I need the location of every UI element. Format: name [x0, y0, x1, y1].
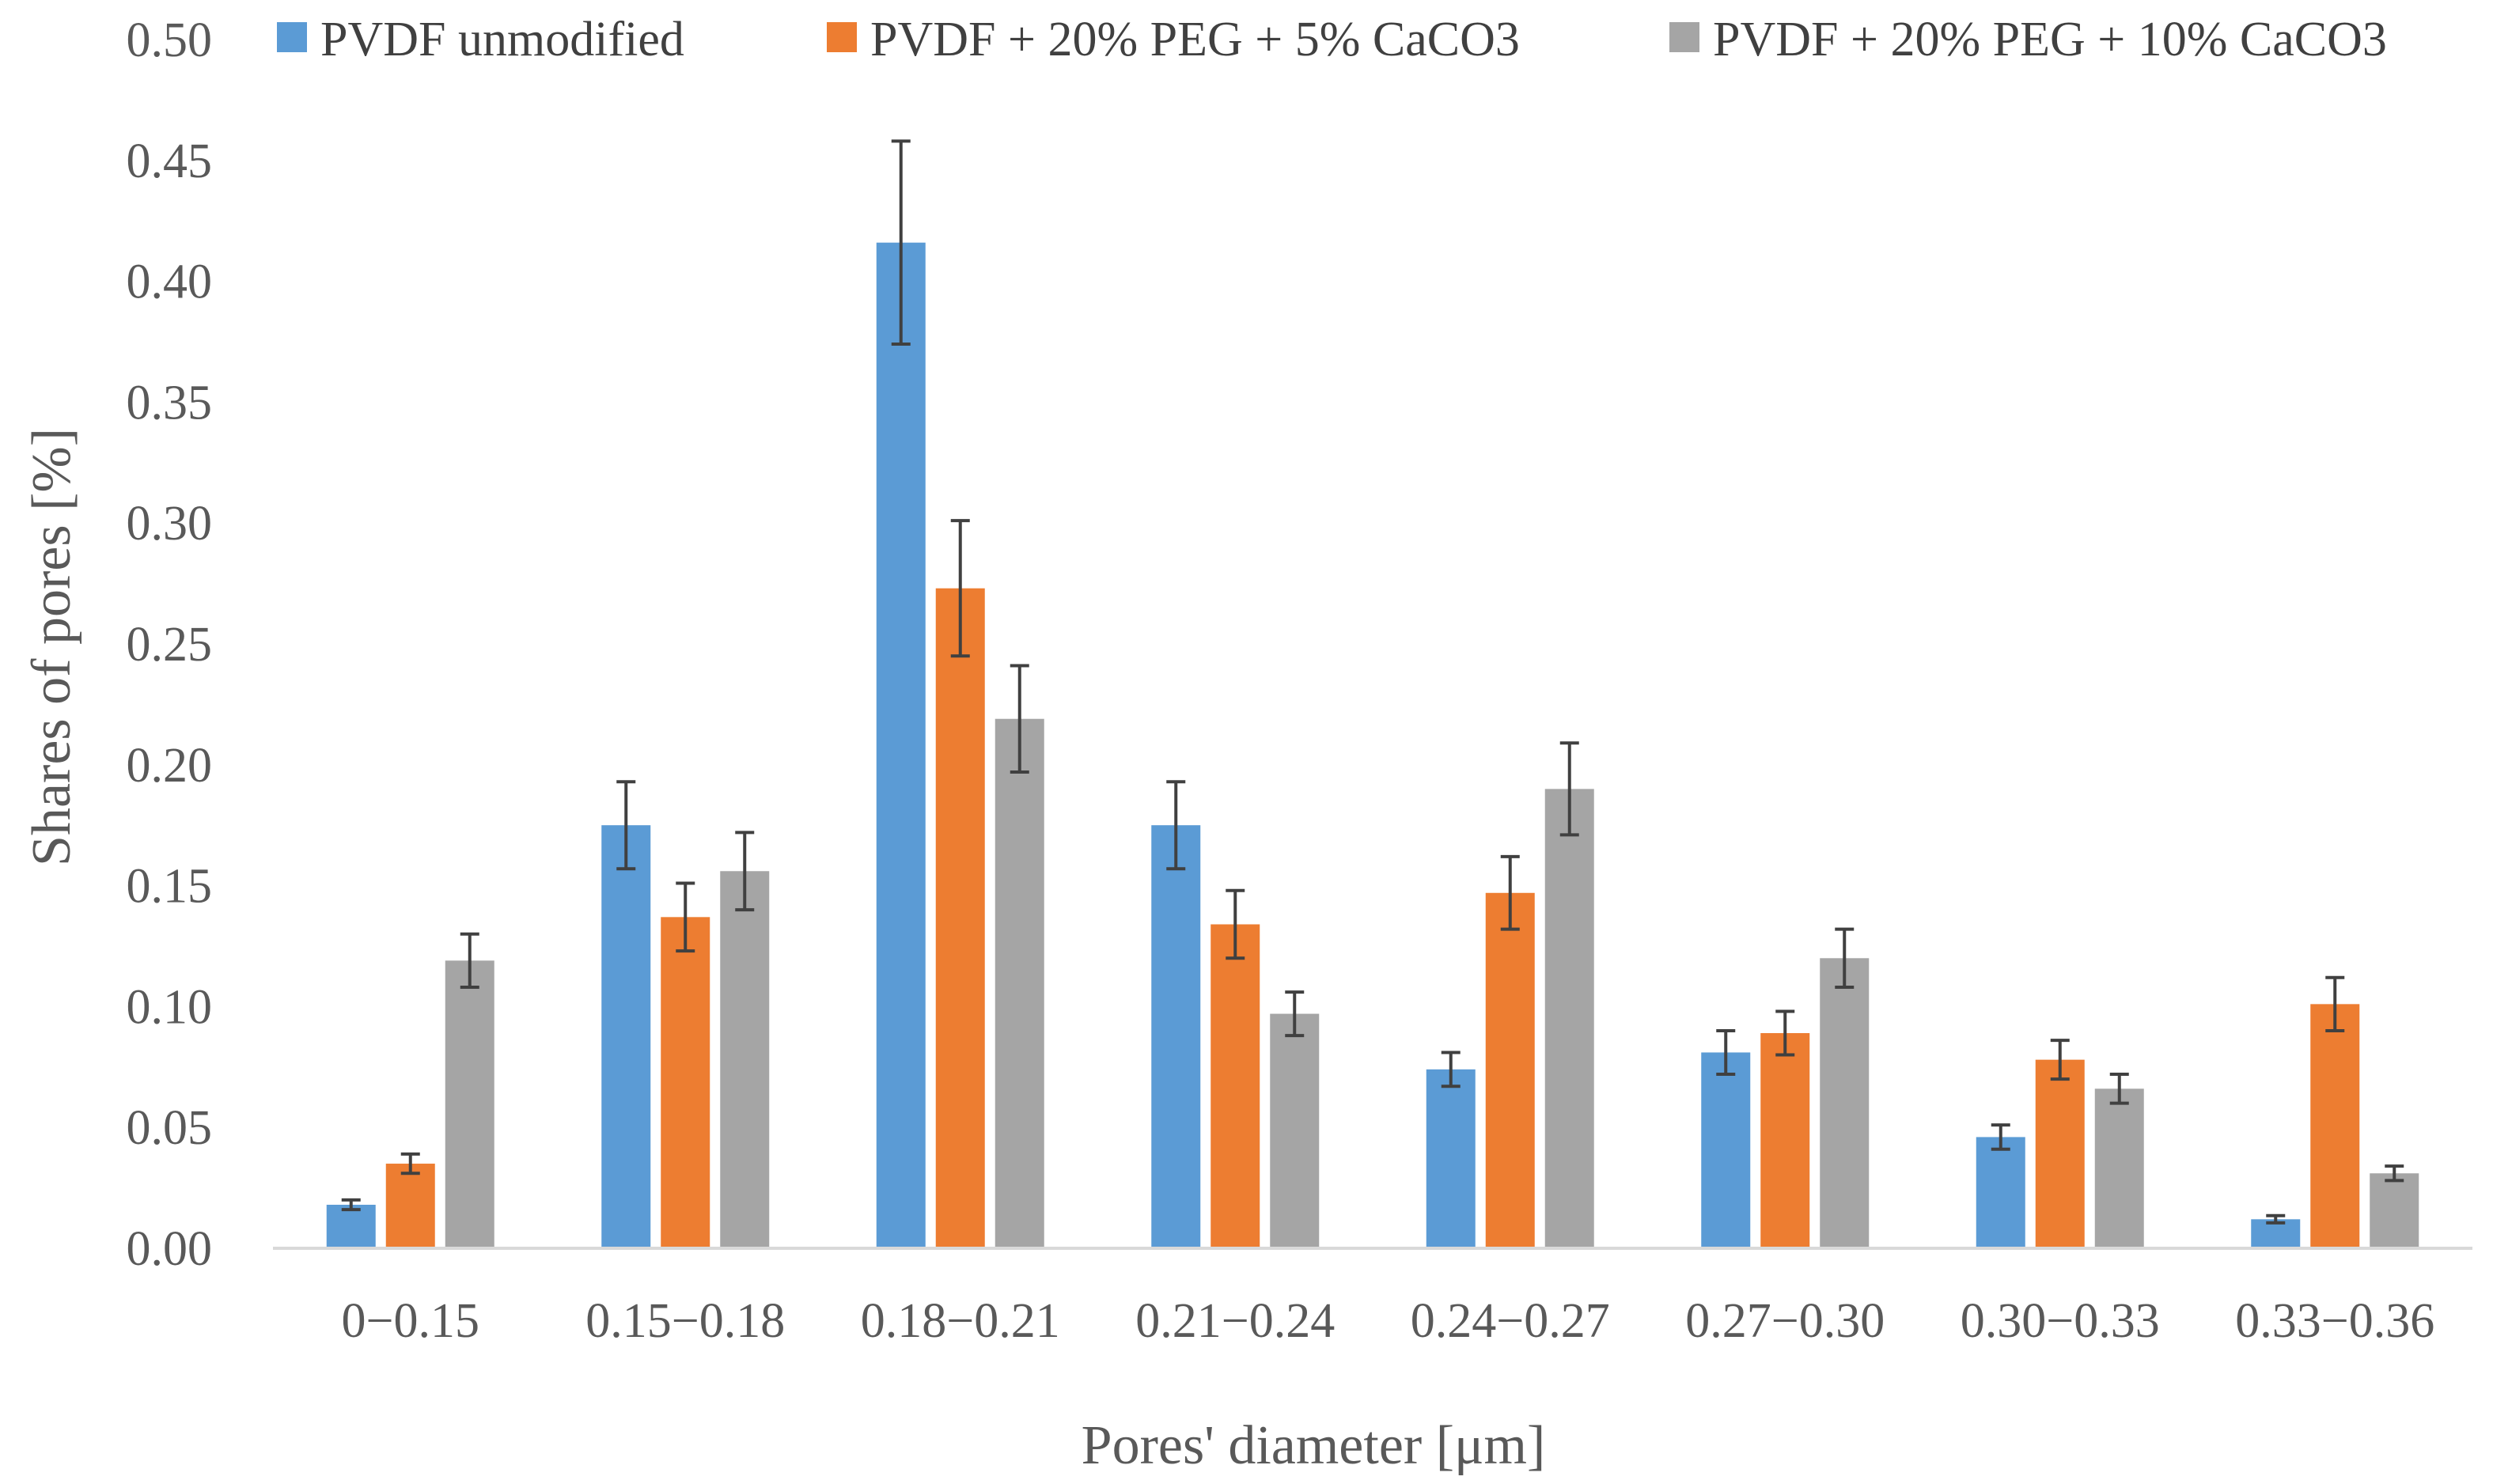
legend-swatch	[827, 22, 857, 52]
bar	[2370, 1173, 2419, 1248]
error-bar	[2266, 1213, 2286, 1225]
bar	[385, 1164, 435, 1248]
x-tick-label: 0.18−0.21	[861, 1294, 1060, 1348]
y-axis-title: Shares of pores [%]	[21, 428, 82, 866]
series-1	[326, 139, 2301, 1249]
error-bar	[2050, 1039, 2070, 1081]
legend-label: PVDF + 20% PEG + 5% CaCO3	[870, 13, 1520, 66]
y-tick-label: 0.50	[127, 13, 213, 67]
error-bar	[950, 519, 970, 658]
y-tick-label: 0.05	[127, 1101, 213, 1155]
error-bar	[1500, 854, 1520, 931]
y-tick-label: 0.15	[127, 860, 213, 914]
x-tick-label: 0−0.15	[342, 1294, 479, 1348]
bar	[1426, 1069, 1476, 1248]
bar	[876, 242, 926, 1249]
legend-item-1: PVDF unmodified	[277, 13, 684, 66]
bar	[1820, 958, 1870, 1248]
error-bar	[400, 1152, 420, 1175]
y-tick-label: 0.40	[127, 256, 213, 309]
bar	[1701, 1052, 1751, 1248]
legend-item-3: PVDF + 20% PEG + 10% CaCO3	[1669, 13, 2387, 66]
bar	[1485, 892, 1535, 1248]
bars-area	[326, 139, 2419, 1249]
error-bar	[1166, 780, 1186, 871]
error-bar	[1991, 1123, 2010, 1151]
legend-swatch	[277, 22, 307, 52]
bar	[1211, 924, 1260, 1248]
bar	[601, 825, 651, 1248]
bar	[935, 588, 985, 1248]
x-tick-label: 0.33−0.36	[2235, 1294, 2434, 1348]
bar	[1151, 825, 1201, 1248]
error-bar	[1285, 990, 1305, 1038]
bar	[2094, 1088, 2144, 1248]
legend-label: PVDF unmodified	[320, 13, 684, 66]
bar	[661, 917, 710, 1248]
error-bar	[460, 932, 479, 989]
error-bar	[2385, 1164, 2404, 1183]
error-bar	[735, 831, 755, 912]
error-bar	[1559, 741, 1579, 837]
y-tick-label: 0.20	[127, 739, 213, 793]
bar	[1760, 1033, 1810, 1248]
error-bar	[1441, 1051, 1461, 1088]
series-3	[445, 664, 2419, 1248]
error-bar	[341, 1198, 361, 1212]
error-bar	[1775, 1009, 1795, 1057]
series-2	[385, 519, 2360, 1248]
bar	[1544, 789, 1594, 1248]
y-axis: 0.00 0.05 0.10 0.15 0.20 0.25 0.30 0.35 0.40 0.45…	[127, 13, 213, 1276]
error-bar	[2325, 975, 2345, 1032]
error-bar	[1835, 927, 1855, 989]
error-bar	[1716, 1028, 1736, 1076]
y-tick-label: 0.45	[127, 134, 213, 188]
bar	[1270, 1013, 1320, 1248]
error-bar	[616, 780, 636, 871]
error-bar	[1226, 888, 1245, 960]
error-bar	[676, 881, 695, 953]
bar	[995, 718, 1044, 1248]
legend-label: PVDF + 20% PEG + 10% CaCO3	[1713, 13, 2387, 66]
x-tick-label: 0.15−0.18	[585, 1294, 785, 1348]
x-tick-label: 0.27−0.30	[1685, 1294, 1885, 1348]
bar	[2310, 1004, 2360, 1248]
legend-item-2: PVDF + 20% PEG + 5% CaCO3	[827, 13, 1520, 66]
error-bar	[891, 139, 911, 346]
y-tick-label: 0.25	[127, 618, 213, 672]
x-axis-title: Pores' diameter [μm]	[1082, 1415, 1546, 1476]
y-tick-label: 0.30	[127, 497, 213, 551]
bar	[1976, 1137, 2025, 1248]
x-tick-label: 0.21−0.24	[1135, 1294, 1335, 1348]
legend-swatch	[1669, 22, 1699, 52]
bar	[326, 1204, 376, 1248]
bar	[720, 871, 770, 1248]
x-axis: 0−0.15 0.15−0.18 0.18−0.21 0.21−0.24 0.24−0.…	[273, 1247, 2472, 1348]
error-bar	[2109, 1072, 2129, 1105]
x-tick-label: 0.24−0.27	[1411, 1294, 1610, 1348]
y-tick-label: 0.00	[127, 1222, 213, 1276]
y-tick-label: 0.35	[127, 376, 213, 430]
error-bar	[1010, 664, 1029, 774]
x-tick-label: 0.30−0.33	[1961, 1294, 2160, 1348]
bar	[2035, 1059, 2085, 1248]
y-tick-label: 0.10	[127, 980, 213, 1034]
bar	[445, 960, 494, 1248]
legend: PVDF unmodified PVDF + 20% PEG + 5% CaCO3…	[277, 13, 2387, 66]
